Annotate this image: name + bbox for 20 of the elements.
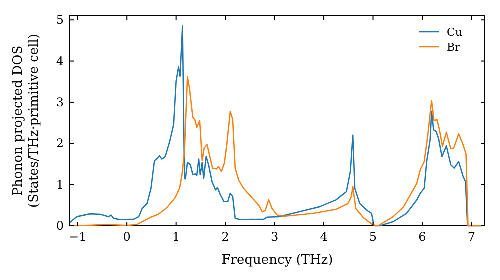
x-axis-title: Frequency (THz) [222, 253, 334, 268]
x-tick-label: 7 [468, 230, 476, 244]
x-tick-label: 1 [172, 230, 180, 244]
x-tick-label: 4 [320, 230, 328, 244]
x-tick-label: 0 [123, 230, 131, 244]
x-tick-label: 6 [418, 230, 426, 244]
y-tick-label: 3 [56, 95, 64, 110]
legend-label: Cu [447, 26, 463, 39]
x-tick-label: 2 [222, 230, 230, 244]
y-tick-label: 5 [56, 13, 64, 28]
x-tick-label: 3 [270, 230, 279, 244]
y-axis-title: Phonon projected DOS (States/THz·primitive cell) [11, 34, 42, 208]
y-tick-label: 2 [56, 136, 64, 151]
y-tick-label: 1 [56, 178, 64, 192]
x-tick-label: −1 [69, 230, 87, 244]
line-series [72, 76, 482, 227]
legend-label: Br [447, 41, 462, 54]
y-tick-label: 4 [56, 54, 64, 68]
y-tick-label: 0 [56, 219, 64, 233]
x-tick-label: 5 [369, 230, 378, 244]
